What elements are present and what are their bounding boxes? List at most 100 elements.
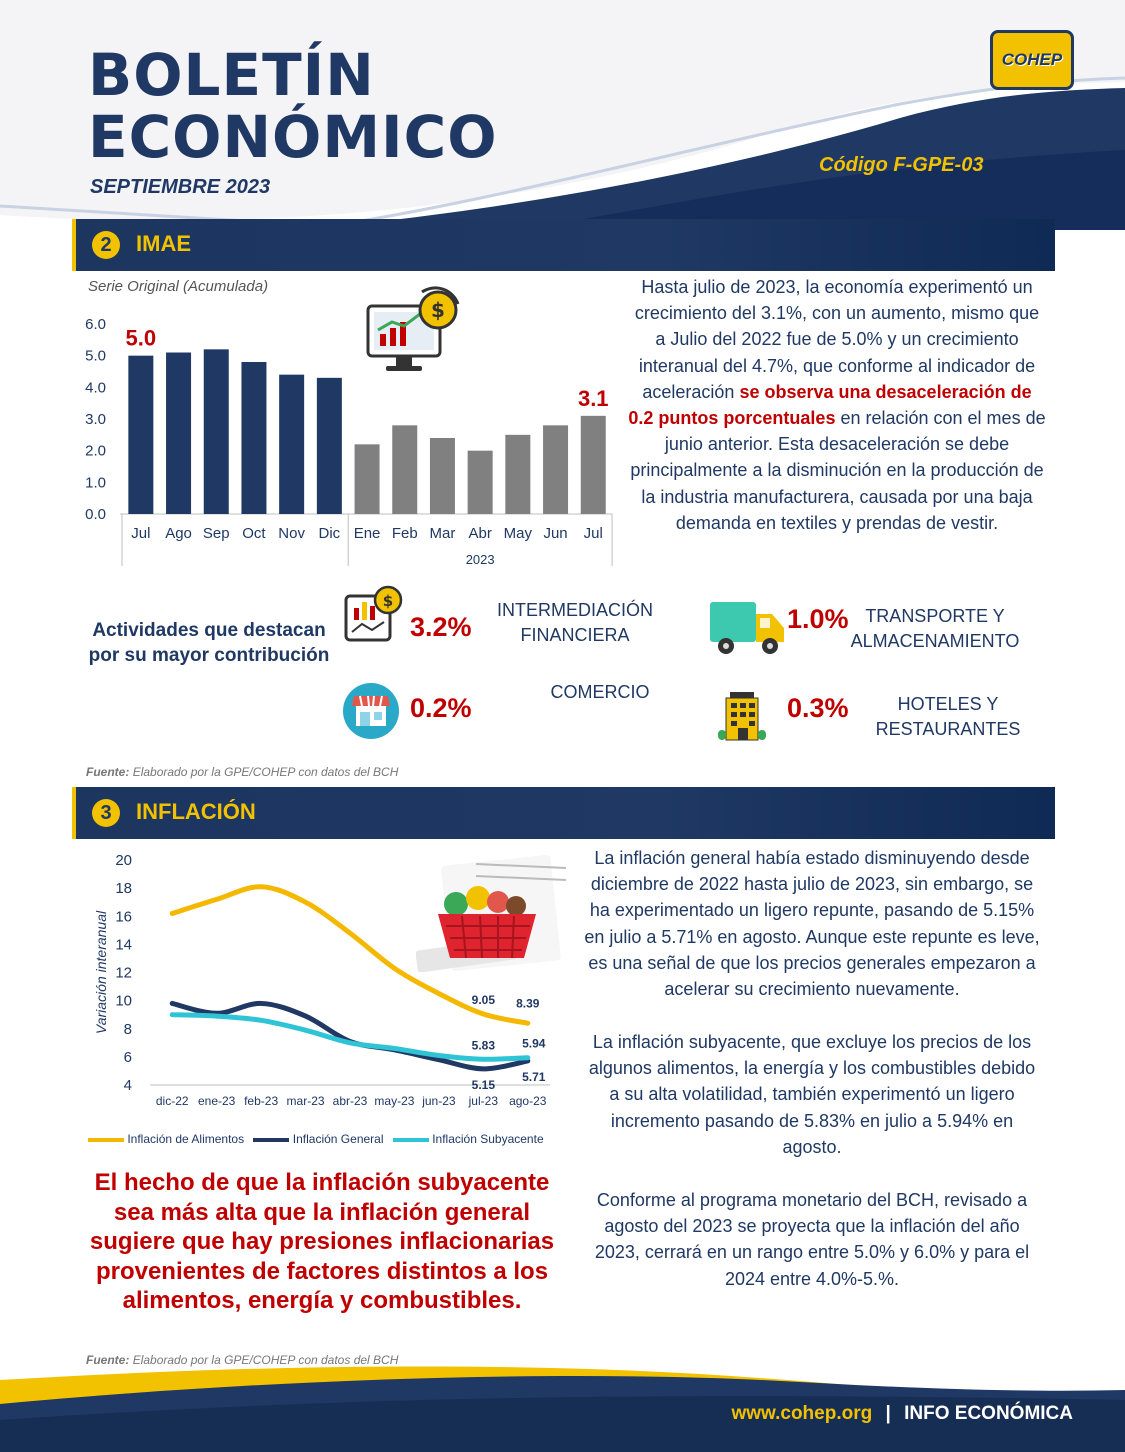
inflation-legend: Inflación de Alimentos Inflación General… [88, 1132, 578, 1146]
bar [543, 425, 569, 514]
legend-swatch-general [253, 1137, 290, 1142]
data-label: 9.05 [472, 993, 496, 1007]
data-label: 5.71 [522, 1070, 546, 1084]
x-tick-label: Oct [242, 525, 266, 542]
x-tick-label: ago-23 [509, 1094, 547, 1108]
activity-name-line: COMERCIO [550, 682, 650, 702]
x-tick-label: Ene [354, 525, 381, 542]
x-tick-label: Mar [430, 525, 456, 542]
activity-name-line: HOTELES Y [897, 694, 999, 714]
x-tick-label: Jul [584, 525, 603, 542]
x-tick-label: jun-23 [421, 1094, 456, 1108]
y-tick-label: 14 [115, 936, 132, 953]
inflation-paragraph-2: La inflación subyacente, que excluye los… [588, 1032, 1036, 1157]
legend-swatch-core [392, 1137, 429, 1142]
activity-name-commerce: COMERCIO [520, 680, 680, 705]
bar [316, 377, 342, 514]
grocery-basket-icon [416, 854, 567, 972]
section-title: IMAE [136, 231, 191, 256]
y-tick-label: 3.0 [85, 411, 106, 428]
y-tick-label: 1.0 [85, 474, 106, 491]
imae-paragraph-part2: en relación con el mes de junio anterior… [630, 408, 1046, 533]
x-tick-label: Jun [543, 525, 567, 542]
legend-label: Inflación Subyacente [432, 1132, 544, 1146]
data-label-last: 3.1 [578, 386, 609, 411]
activity-name-line: ALMACENAMIENTO [850, 631, 1020, 651]
activity-name-hotels: HOTELES Y RESTAURANTES [850, 692, 1046, 742]
activity-name-finance: INTERMEDIACIÓN FINANCIERA [480, 598, 670, 648]
imae-chart-subtitle: Serie Original (Acumulada) [88, 278, 269, 295]
x-tick-label: May [504, 525, 533, 542]
x-tick-label: jul-23 [468, 1094, 499, 1108]
title-line-2: ECONÓMICO [88, 103, 498, 171]
x-tick-label: feb-23 [244, 1094, 278, 1108]
source-text: Elaborado por la GPE/COHEP con datos del… [132, 1353, 399, 1367]
y-tick-label: 5.0 [85, 348, 106, 365]
bar [392, 425, 418, 514]
imae-section-header: 2 IMAE [72, 219, 1055, 271]
bar [505, 434, 531, 514]
section-title: INFLACIÓN [136, 799, 256, 824]
svg-text:$: $ [383, 592, 393, 610]
month-label: SEPTIEMBRE 2023 [90, 176, 271, 198]
x-tick-label: dic-22 [156, 1094, 189, 1108]
bar [354, 444, 380, 514]
imae-paragraph-highlight: se observa una desaceleración de 0.2 pun… [628, 381, 1032, 429]
x-tick-label: ene-23 [198, 1094, 236, 1108]
cohep-logo: COHEP [990, 30, 1074, 90]
activity-pct-finance: 3.2% [410, 612, 472, 642]
bar [166, 352, 192, 514]
y-tick-label: 10 [115, 993, 132, 1010]
svg-text:$: $ [431, 298, 445, 322]
x-tick-label: may-23 [374, 1094, 414, 1108]
hotel-icon [718, 692, 766, 741]
footer: www.cohep.org | INFO ECONÓMICA [731, 1403, 1073, 1425]
data-label: 5.15 [472, 1078, 496, 1092]
finance-icon: $ [344, 585, 403, 642]
header-background [0, 0, 1125, 230]
footer-separator: | [885, 1403, 891, 1424]
y-tick-label: 12 [115, 965, 132, 982]
x-tick-label: Sep [203, 525, 230, 542]
source-label: Fuente: [86, 765, 130, 779]
source-text: Elaborado por la GPE/COHEP con datos del… [132, 765, 399, 779]
legend-label: Inflación General [292, 1132, 384, 1146]
inflacion-section-header: 3 INFLACIÓN [72, 787, 1055, 839]
x-tick-label: Feb [392, 525, 418, 542]
monitor-chart-icon: $ [366, 286, 460, 371]
x-tick-label: Jul [131, 525, 150, 542]
bar [467, 450, 493, 514]
y-tick-label: 6 [124, 1049, 132, 1066]
inflation-line-chart: 4 6 8 10 12 14 16 18 20 dic-22 ene-23 feb-23 mar-23 a… [93, 852, 550, 1108]
x-tick-label: Ago [165, 525, 192, 542]
imae-bar-chart: 0.0 1.0 2.0 3.0 4.0 5.0 6.0 Jul Ago Sep Oct Nov Dic E… [85, 316, 613, 567]
series-line [169, 1012, 531, 1062]
activity-name-line: FINANCIERA [520, 625, 630, 645]
x-tick-label: Nov [278, 525, 305, 542]
inflation-source: Fuente: Elaborado por la GPE/COHEP con d… [86, 1353, 398, 1367]
inflation-paragraph-3: Conforme al programa monetario del BCH, … [594, 1190, 1030, 1289]
activities-heading: Actividades que destacan por su mayor co… [88, 620, 330, 666]
logo-text: COHEP [1001, 50, 1063, 69]
section-number-badge: 3 [92, 799, 120, 827]
bar [241, 362, 267, 514]
activity-name-line: TRANSPORTE Y [865, 606, 1005, 626]
bar [580, 415, 606, 514]
data-label: 5.94 [522, 1037, 546, 1051]
activity-pct-transport: 1.0% [787, 604, 849, 634]
activity-name-line: INTERMEDIACIÓN [496, 600, 653, 620]
activity-name-line: RESTAURANTES [875, 719, 1021, 739]
footer-url[interactable]: www.cohep.org [731, 1403, 873, 1424]
legend-swatch-food [88, 1137, 124, 1142]
x-group-label: 2023 [466, 552, 495, 567]
data-label: 8.39 [516, 996, 540, 1010]
source-label: Fuente: [86, 1353, 130, 1367]
series-line [169, 884, 531, 1026]
y-tick-label: 8 [124, 1021, 132, 1038]
bar [279, 374, 305, 514]
title-line-1: BOLETÍN [88, 41, 375, 109]
y-tick-label: 20 [115, 852, 132, 869]
document-code: Código F-GPE-03 [819, 154, 984, 176]
activity-pct-commerce: 0.2% [410, 693, 472, 723]
x-tick-label: abr-23 [333, 1094, 368, 1108]
